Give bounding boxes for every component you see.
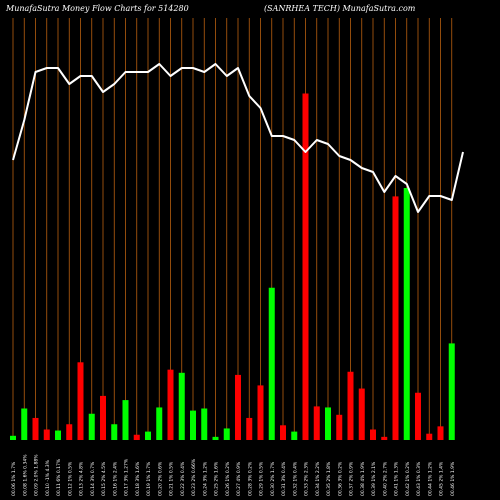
x-tick-label: 00.13 2% 4.8% xyxy=(79,461,85,496)
bar-1 xyxy=(10,435,16,440)
bar-12 xyxy=(133,434,140,440)
x-tick-label: 00.36 3% 0.2% xyxy=(337,461,343,496)
bar-29 xyxy=(325,407,331,440)
bar-36 xyxy=(403,188,410,440)
x-tick-label: 00.35 2% 1.8% xyxy=(326,461,332,496)
x-tick-label: 00.16 1% 2.4% xyxy=(112,461,118,496)
bar-16 xyxy=(178,372,185,440)
bar-27 xyxy=(302,93,309,440)
bar-39 xyxy=(437,426,444,440)
bar-22 xyxy=(246,417,253,440)
bar-5 xyxy=(55,430,61,440)
bar-21 xyxy=(235,374,241,440)
x-tick-label: 00.24 3% 1.2% xyxy=(202,461,208,496)
bar-30 xyxy=(336,414,343,440)
bar-33 xyxy=(370,429,376,440)
x-tick-label: 00.37 2% 0.9% xyxy=(349,461,355,496)
x-tick-label: 00.27 4% 0.9% xyxy=(236,461,242,496)
x-tick-label: 00.46 1% 1.9% xyxy=(450,461,456,496)
x-tick-label: 00.39 1% 2.1% xyxy=(371,461,377,496)
x-tick-label: 00.34 1% 2.2% xyxy=(315,461,321,496)
bar-4 xyxy=(43,429,50,440)
bar-19 xyxy=(212,436,219,440)
bar-20 xyxy=(223,428,230,440)
x-tick-label: 00.06 1% 1.7% xyxy=(11,461,17,496)
x-tick-label: 00.45 2% 1.4% xyxy=(439,461,445,496)
x-tick-label: 00.17 3% 1.27% xyxy=(124,458,130,496)
bar-3 xyxy=(32,417,39,440)
x-tick-label: 00.25 2% 1.6% xyxy=(214,461,220,496)
x-tick-label: 00.20 2% 0.6% xyxy=(157,461,163,496)
x-tick-label: 00.23 2% 0.66% xyxy=(191,458,197,496)
x-tick-label: 00.41 1% 1.3% xyxy=(394,461,400,496)
x-tick-label: 00.08 1.6% 0.34% xyxy=(22,454,28,496)
x-tick-label: 00.15 2% 4.5% xyxy=(101,461,107,496)
bar-10 xyxy=(111,424,118,440)
bar-8 xyxy=(88,413,95,440)
bar-series xyxy=(10,93,455,440)
x-tick-label: 00.22 3% 0.4% xyxy=(180,461,186,496)
chart-title: MunafaSutra Money Flow Charts for 514280 xyxy=(6,4,189,13)
x-tick-label: 00.42 1% 0.2% xyxy=(405,461,411,496)
x-tick-label: 00.30 2% 1.7% xyxy=(270,461,276,496)
x-axis-labels: 00.06 1% 1.7% 00.08 1.6% 0.34% 00.09 2.0% … xyxy=(11,454,456,496)
price-line xyxy=(12,63,464,213)
bar-2 xyxy=(21,408,28,440)
x-tick-label: 00.32 1% 0.4% xyxy=(292,461,298,496)
x-tick-label: 00.21 1% 0.5% xyxy=(169,461,175,496)
x-tick-label: 00.11 6% 0.17% xyxy=(56,458,62,496)
bar-34 xyxy=(381,436,388,440)
bar-35 xyxy=(392,196,399,440)
x-tick-label: 00.10 -1% 4.3% xyxy=(45,459,51,496)
x-tick-label: 00.28 3% 0.2% xyxy=(247,461,253,496)
bar-28 xyxy=(313,406,320,440)
bar-11 xyxy=(122,400,129,440)
bar-40 xyxy=(448,343,455,440)
x-tick-label: 00.38 4% 1.9% xyxy=(360,461,366,496)
x-tick-label: 00.40 2% 2.7% xyxy=(382,461,388,496)
bar-37 xyxy=(415,392,421,440)
x-tick-label: 00.26 1% 0.2% xyxy=(225,461,231,496)
bar-25 xyxy=(280,425,286,440)
bar-13 xyxy=(145,431,151,440)
x-tick-label: 00.29 1% 0.5% xyxy=(259,461,265,496)
bar-14 xyxy=(156,407,163,440)
bar-26 xyxy=(291,431,298,440)
bar-38 xyxy=(426,433,433,440)
x-tick-label: 00.44 1% 1.2% xyxy=(427,461,433,496)
bar-9 xyxy=(100,395,106,440)
x-tick-label: 00.09 2.0% 1.88% xyxy=(34,454,40,496)
chart-subtitle: (SANRHEA TECH) MunafaSutra.com xyxy=(264,4,416,13)
x-tick-label: 00.14 3% 0.7% xyxy=(90,461,96,496)
bar-18 xyxy=(201,408,208,440)
x-tick-label: 00.33 2% 2.3% xyxy=(304,461,310,496)
x-tick-label: 00.31 3% 0.4% xyxy=(281,461,287,496)
price-line-series xyxy=(12,63,464,213)
bar-31 xyxy=(347,371,354,440)
x-tick-label: 00.18 3% 1.6% xyxy=(135,461,141,496)
bar-15 xyxy=(167,369,174,440)
bar-32 xyxy=(358,388,365,440)
bar-6 xyxy=(66,424,73,440)
x-tick-label: 00.43 1% 0.3% xyxy=(416,461,422,496)
bar-7 xyxy=(77,362,84,440)
x-tick-label: 00.19 1% 1.7% xyxy=(146,461,152,496)
x-tick-label: 00.12 1% 0.5% xyxy=(67,461,73,496)
bar-24 xyxy=(268,287,275,440)
bar-17 xyxy=(190,410,196,440)
bar-23 xyxy=(257,385,264,440)
